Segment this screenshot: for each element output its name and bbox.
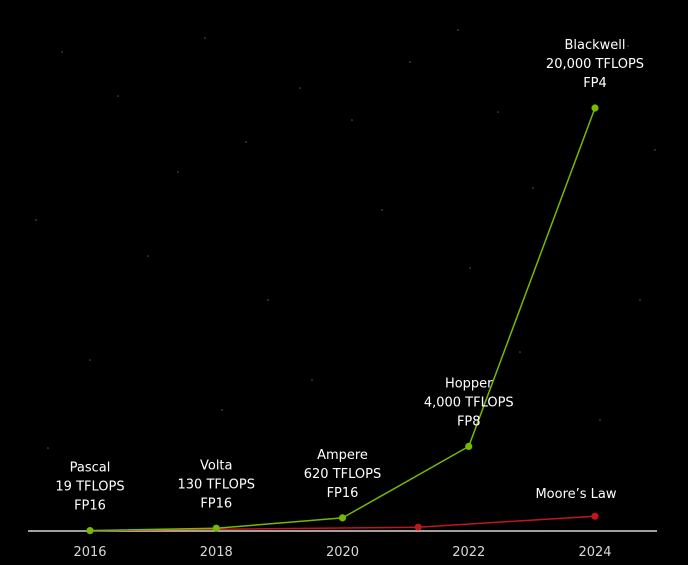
data-point xyxy=(465,442,473,450)
star-dot xyxy=(47,447,49,449)
data-point xyxy=(591,512,599,520)
x-axis-ticks: 2016 2018 2020 2022 2024 xyxy=(73,545,611,560)
star-dot xyxy=(532,187,534,189)
data-point xyxy=(212,524,220,532)
starfield-decoration xyxy=(35,29,656,449)
x-tick-label: 2020 xyxy=(326,545,359,560)
star-dot xyxy=(381,209,383,211)
star-dot xyxy=(35,219,37,221)
annotations: Moore’s Law xyxy=(535,487,616,502)
star-dot xyxy=(177,171,179,173)
star-dot xyxy=(299,87,301,89)
star-dot xyxy=(469,267,471,269)
star-dot xyxy=(639,299,641,301)
data-point xyxy=(591,104,599,112)
star-dot xyxy=(351,119,353,121)
star-dot xyxy=(221,409,223,411)
star-dot xyxy=(311,379,313,381)
data-label: Pascal 19 TFLOPS FP16 xyxy=(55,461,124,514)
star-dot xyxy=(147,255,149,257)
star-dot xyxy=(654,149,656,151)
data-label: Volta 130 TFLOPS FP16 xyxy=(178,458,255,511)
data-label: Hopper 4,000 TFLOPS FP8 xyxy=(424,376,514,429)
star-dot xyxy=(497,111,499,113)
star-dot xyxy=(409,61,411,63)
star-dot xyxy=(627,45,629,47)
star-dot xyxy=(204,37,206,39)
star-dot xyxy=(519,351,521,353)
series-annotation: Moore’s Law xyxy=(535,487,616,502)
data-label: Blackwell 20,000 TFLOPS FP4 xyxy=(546,38,644,91)
data-label: Ampere 620 TFLOPS FP16 xyxy=(304,448,381,501)
data-point xyxy=(86,526,94,535)
star-dot xyxy=(267,299,269,301)
series-layer xyxy=(86,104,599,535)
x-tick-label: 2018 xyxy=(200,545,233,560)
star-dot xyxy=(457,29,459,31)
point-labels: Pascal 19 TFLOPS FP16 Volta 130 TFLOPS FP16 Am… xyxy=(55,38,644,514)
star-dot xyxy=(245,141,247,143)
data-point xyxy=(338,514,347,522)
data-point xyxy=(414,523,422,531)
x-tick-label: 2024 xyxy=(578,545,611,560)
star-dot xyxy=(117,95,119,97)
star-dot xyxy=(61,51,63,53)
x-tick-label: 2022 xyxy=(452,545,485,560)
x-tick-label: 2016 xyxy=(73,545,106,560)
star-dot xyxy=(599,419,601,421)
star-dot xyxy=(89,359,91,361)
